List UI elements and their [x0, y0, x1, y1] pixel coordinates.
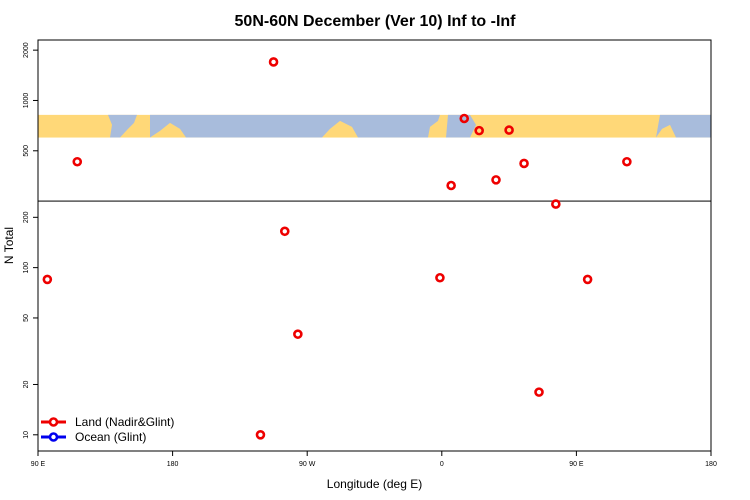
data-points: [42, 57, 632, 440]
y-tick-label: 500: [23, 145, 30, 157]
data-point-0-12: [519, 158, 529, 169]
data-point-0-11: [504, 125, 514, 135]
map-ocean: [108, 114, 137, 138]
y-tick-label: 2000: [23, 42, 30, 58]
data-point-0-7: [446, 180, 456, 191]
legend-label: Ocean (Glint): [75, 430, 146, 444]
y-tick-label: 50: [23, 314, 30, 322]
data-point-0-15: [582, 274, 593, 285]
x-axis: 90 E 180 90 W 0 90 E 180: [31, 451, 717, 468]
data-point-0-13: [534, 387, 544, 397]
x-tick-label: 90 E: [31, 461, 46, 468]
legend-marker: [48, 432, 59, 442]
data-point-0-0: [42, 274, 53, 285]
y-axis-label: N Total: [2, 227, 16, 264]
data-point-0-10: [491, 175, 501, 185]
world-map-band: [38, 114, 711, 138]
x-tick-label: 90 E: [569, 461, 584, 468]
chart-title: 50N-60N December (Ver 10) Inf to -Inf: [235, 13, 517, 30]
y-tick-label: 200: [23, 211, 30, 223]
data-point-0-9: [474, 125, 484, 136]
data-point-0-8: [459, 113, 470, 124]
plot-area: [37, 39, 712, 452]
x-tick-label: 90 W: [299, 461, 316, 468]
legend: Land (Nadir&Glint)Ocean (Glint): [41, 415, 174, 444]
y-axis: 10 20 50 100 200 500 1000 2000: [23, 42, 38, 439]
legend-marker: [48, 417, 59, 427]
data-point-0-3: [268, 57, 279, 67]
y-tick-label: 10: [23, 431, 30, 439]
data-point-0-16: [622, 156, 632, 167]
data-point-0-2: [255, 429, 266, 440]
y-tick-label: 100: [23, 262, 30, 274]
x-tick-label: 180: [167, 461, 179, 468]
y-tick-label: 20: [23, 380, 30, 388]
x-tick-label: 0: [440, 461, 444, 468]
legend-label: Land (Nadir&Glint): [75, 415, 174, 429]
map-ocean: [150, 114, 440, 138]
data-point-0-4: [279, 226, 290, 237]
map-ocean: [656, 114, 711, 138]
x-axis-label: Longitude (deg E): [327, 477, 422, 491]
y-tick-label: 1000: [23, 93, 30, 109]
data-point-0-1: [72, 156, 83, 167]
data-point-0-14: [551, 199, 561, 209]
data-point-0-6: [435, 272, 445, 283]
data-point-0-5: [293, 329, 303, 339]
x-tick-label: 180: [705, 461, 717, 468]
